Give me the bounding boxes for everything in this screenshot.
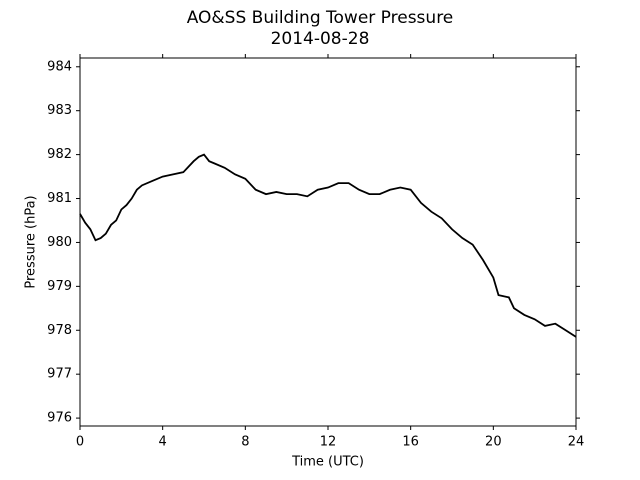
x-tick-label: 0 — [76, 435, 84, 450]
x-tick-label: 24 — [568, 435, 585, 450]
y-tick-label: 980 — [47, 235, 72, 250]
y-tick-label: 984 — [47, 59, 72, 74]
x-tick-label: 8 — [241, 435, 249, 450]
x-tick-label: 12 — [320, 435, 337, 450]
x-tick-label: 20 — [485, 435, 502, 450]
plot-frame — [79, 57, 577, 427]
data-line — [79, 153, 577, 338]
x-axis-label: Time (UTC) — [291, 455, 364, 470]
y-tick-label: 976 — [47, 411, 72, 426]
y-tick-label: 983 — [47, 103, 72, 118]
y-tick-label: 981 — [47, 191, 72, 206]
y-tick-label: 977 — [47, 367, 72, 382]
y-axis-label: Pressure (hPa) — [24, 195, 39, 288]
y-tick-label: 979 — [47, 279, 72, 294]
chart-title: AO&SS Building Tower Pressure — [187, 8, 454, 28]
chart-subtitle: 2014-08-28 — [271, 29, 370, 49]
y-tick-label: 982 — [47, 147, 72, 162]
y-tick-label: 978 — [47, 323, 72, 338]
x-tick-label: 4 — [159, 435, 167, 450]
x-tick-label: 16 — [402, 435, 419, 450]
